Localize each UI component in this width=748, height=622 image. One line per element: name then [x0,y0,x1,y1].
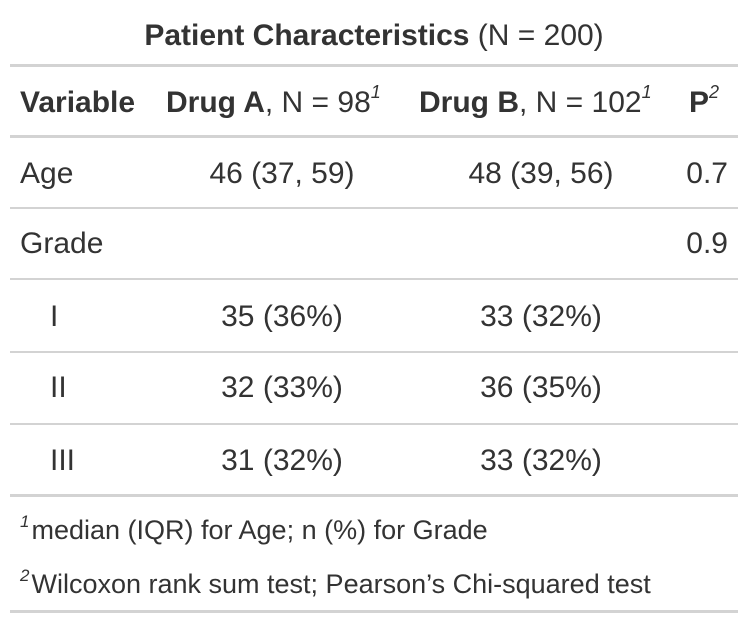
row-label-grade-ii: II [50,371,67,404]
row-label-grade-i: I [50,300,59,333]
row-grade-i-drug-a: 35 (36%) [221,300,343,333]
bottom-rule [10,494,738,497]
header-drug-a: Drug A, N = 981 [166,82,381,119]
top-rule [10,64,738,67]
row-divider [10,207,738,209]
footnote-mark: 1 [641,82,652,102]
footnote-mark: 2 [20,566,30,585]
row-age-drug-b: 48 (39, 56) [468,157,614,190]
row-divider [10,423,738,425]
header-variable: Variable [20,86,136,119]
row-divider [10,351,738,353]
footer-rule [10,610,738,613]
header-p: P2 [689,82,720,119]
row-grade-p: 0.9 [686,227,728,260]
row-grade-i-drug-b: 33 (32%) [480,300,602,333]
footnote-mark: 1 [370,82,381,102]
row-grade-iii-drug-a: 31 (32%) [221,444,343,477]
row-age-drug-a: 46 (37, 59) [209,157,355,190]
footnote-mark: 2 [709,82,720,102]
footnote-2: 2Wilcoxon rank sum test; Pearson’s Chi-s… [20,566,651,600]
row-label-grade-iii: III [50,444,76,477]
footnote-mark: 1 [20,512,30,531]
table-title-rest: (N = 200) [469,19,604,52]
row-label-age: Age [20,157,74,190]
footnote-text: Wilcoxon rank sum test; Pearson’s Chi-sq… [31,569,651,599]
header-rule [10,135,738,138]
footnote-text: median (IQR) for Age; n (%) for Grade [31,515,488,545]
header-drug-b: Drug B, N = 1021 [419,82,652,119]
row-grade-ii-drug-b: 36 (35%) [480,371,602,404]
row-grade-ii-drug-a: 32 (33%) [221,371,343,404]
table-title: Patient Characteristics (N = 200) [0,18,748,54]
footnote-1: 1median (IQR) for Age; n (%) for Grade [20,512,488,546]
row-divider [10,278,738,280]
row-age-p: 0.7 [686,157,728,190]
table-title-bold: Patient Characteristics [144,19,470,52]
row-label-grade: Grade [20,227,104,260]
row-grade-iii-drug-b: 33 (32%) [480,444,602,477]
